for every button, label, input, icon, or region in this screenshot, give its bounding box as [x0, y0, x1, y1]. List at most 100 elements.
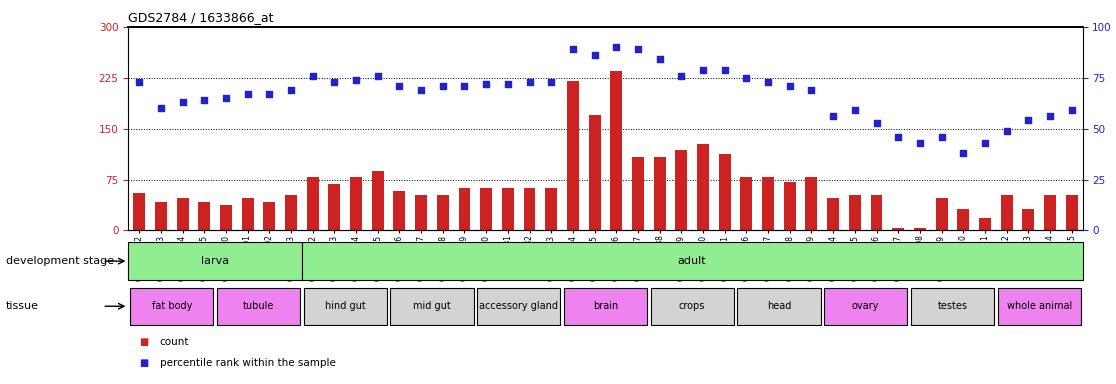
Point [195, 97, 213, 103]
Text: fat body: fat body [152, 301, 192, 311]
Point [412, 87, 430, 93]
Point [607, 44, 625, 50]
Point [520, 79, 538, 85]
Bar [415, 195, 427, 230]
Text: larva: larva [201, 256, 229, 266]
Bar [263, 202, 276, 230]
Bar [394, 191, 405, 230]
Bar [477, 288, 560, 325]
Bar [285, 195, 297, 230]
Point [499, 81, 517, 87]
Point [368, 73, 386, 79]
Point [174, 99, 192, 105]
Bar [762, 177, 775, 230]
Text: ovary: ovary [852, 301, 879, 311]
Point [933, 134, 951, 140]
Point [825, 113, 843, 119]
Point [260, 91, 278, 97]
Text: mid gut: mid gut [413, 301, 451, 311]
Bar [588, 115, 600, 230]
Point [391, 83, 408, 89]
Bar [567, 81, 579, 230]
Point [738, 74, 756, 81]
Point [282, 87, 300, 93]
Point [217, 95, 234, 101]
Point [911, 140, 929, 146]
Point [586, 52, 604, 58]
Text: development stage: development stage [6, 256, 114, 266]
Bar [564, 288, 647, 325]
Bar [1045, 195, 1056, 230]
Bar [998, 288, 1080, 325]
Bar [849, 195, 860, 230]
Bar [304, 288, 387, 325]
Text: whole animal: whole animal [1007, 301, 1071, 311]
Bar [651, 288, 734, 325]
Bar [350, 177, 362, 230]
Bar [133, 193, 145, 230]
Bar [372, 171, 384, 230]
Text: ■: ■ [140, 358, 148, 368]
Point [867, 119, 885, 126]
Bar [502, 188, 513, 230]
Bar [870, 195, 883, 230]
Text: accessory gland: accessory gland [479, 301, 558, 311]
Bar [675, 151, 687, 230]
Bar [220, 205, 232, 230]
Point [478, 81, 496, 87]
Point [629, 46, 647, 52]
Point [976, 140, 994, 146]
Point [304, 73, 321, 79]
Point [434, 83, 452, 89]
Point [694, 66, 712, 73]
Point [715, 66, 733, 73]
Point [1041, 113, 1059, 119]
Point [651, 56, 668, 63]
Text: ■: ■ [140, 337, 148, 347]
Bar [911, 288, 994, 325]
Bar [217, 288, 300, 325]
Bar [935, 198, 947, 230]
Text: adult: adult [677, 256, 706, 266]
Bar [199, 202, 210, 230]
Bar [459, 188, 471, 230]
Text: head: head [767, 301, 791, 311]
Bar [698, 144, 709, 230]
Point [781, 83, 799, 89]
Point [131, 79, 148, 85]
Point [239, 91, 257, 97]
Text: crops: crops [679, 301, 705, 311]
Text: testes: testes [937, 301, 968, 311]
Bar [719, 154, 731, 230]
Bar [824, 288, 907, 325]
Point [152, 105, 170, 111]
Point [542, 79, 560, 85]
Bar [740, 177, 752, 230]
Text: hind gut: hind gut [325, 301, 366, 311]
Bar [914, 228, 926, 230]
Point [1062, 107, 1080, 113]
Point [347, 77, 365, 83]
Bar [827, 198, 839, 230]
Bar [301, 242, 1083, 280]
Point [759, 79, 777, 85]
Bar [328, 184, 340, 230]
Bar [131, 288, 213, 325]
Text: tubule: tubule [243, 301, 275, 311]
Bar [155, 202, 166, 230]
Point [954, 150, 972, 156]
Bar [242, 198, 253, 230]
Point [564, 46, 581, 52]
Text: GDS2784 / 1633866_at: GDS2784 / 1633866_at [128, 11, 273, 24]
Bar [128, 242, 301, 280]
Text: count: count [160, 337, 189, 347]
Text: percentile rank within the sample: percentile rank within the sample [160, 358, 336, 368]
Bar [738, 288, 820, 325]
Text: tissue: tissue [6, 301, 39, 311]
Bar [436, 195, 449, 230]
Bar [892, 228, 904, 230]
Bar [632, 157, 644, 230]
Bar [523, 188, 536, 230]
Point [673, 73, 691, 79]
Point [455, 83, 473, 89]
